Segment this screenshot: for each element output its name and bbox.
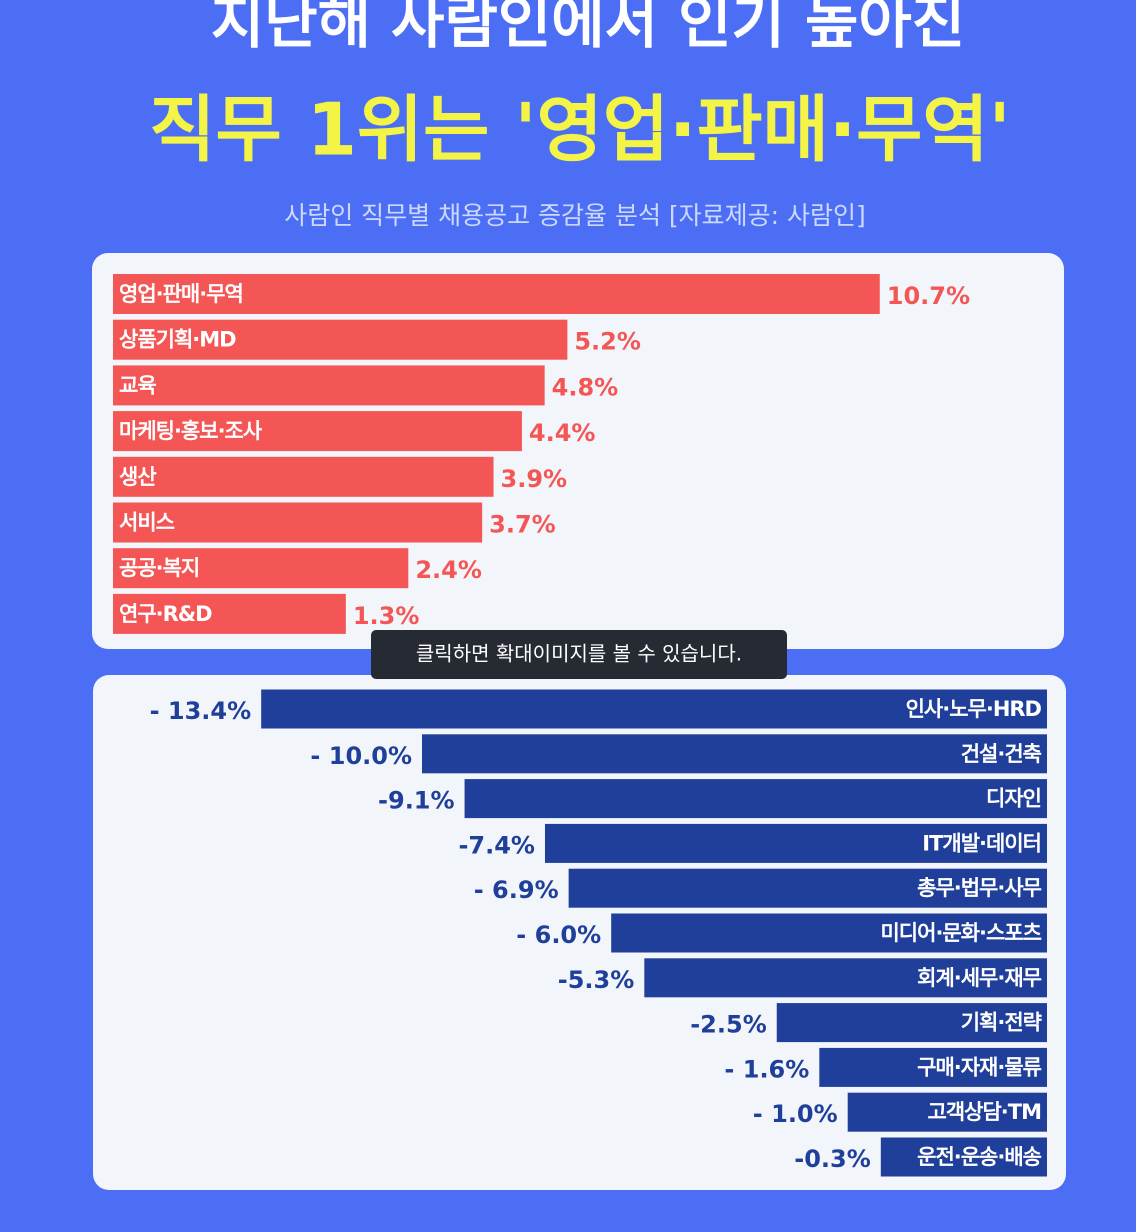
category-label: 생산 [119,465,156,489]
bar [422,734,1047,774]
bar [568,868,1047,908]
value-label: -9.1% [378,787,455,815]
bar [847,1092,1047,1132]
bar [644,958,1047,998]
value-label: - 6.0% [516,921,601,949]
value-label: 2.4% [415,556,482,584]
bar [113,365,545,406]
value-label: 3.9% [501,465,568,493]
subtitle: 사람인 직무별 채용공고 증감율 분석 [자료제공: 사람인] [284,201,866,230]
value-label: -5.3% [558,966,635,994]
category-label: 서비스 [119,511,175,535]
category-label: IT개발·데이터 [922,831,1041,855]
category-label: 구매·자재·물류 [917,1055,1042,1079]
value-label: - 13.4% [150,697,252,725]
bar [113,456,494,497]
value-label: 10.7% [887,282,970,310]
value-label: 1.3% [353,602,420,630]
value-label: 5.2% [574,328,641,356]
category-label: 건설·건축 [961,742,1042,766]
bar [113,411,522,452]
bar [113,274,880,314]
tooltip-box [371,630,787,679]
bar [611,913,1047,953]
value-label: -0.3% [794,1145,871,1173]
bar [819,1047,1047,1087]
category-label: 인사·노무·HRD [906,697,1042,721]
category-label: 총무·법무·사무 [917,876,1042,900]
category-label: 운전·운송·배송 [917,1145,1042,1169]
category-label: 디자인 [986,787,1041,811]
value-label: 3.7% [489,511,556,539]
bar [261,689,1047,729]
value-label: - 6.9% [474,876,559,904]
category-label: 연구·R&D [119,602,212,626]
title-line2: 직무 1위는 '영업·판매·무역' [149,88,1010,172]
category-label: 영업·판매·무역 [119,282,243,306]
bar [544,823,1047,863]
bar [113,548,409,589]
category-label: 교육 [119,373,156,397]
value-label: - 1.0% [753,1100,838,1128]
category-label: 마케팅·홍보·조사 [119,419,263,443]
category-label: 고객상담·TM [928,1100,1041,1124]
category-label: 공공·복지 [119,556,199,580]
bar [113,502,483,543]
category-label: 미디어·문화·스포츠 [880,921,1041,945]
bar [113,593,346,634]
value-label: - 1.6% [724,1055,809,1083]
bar [113,319,568,360]
value-label: -2.5% [690,1011,767,1039]
value-label: - 10.0% [310,742,412,770]
bar [880,1137,1047,1177]
category-label: 상품기획·MD [119,328,236,352]
bar [776,1003,1047,1043]
tooltip-text: 클릭하면 확대이미지를 볼 수 있습니다. [416,642,742,666]
value-label: 4.4% [529,419,596,447]
category-label: 기획·전략 [961,1011,1042,1035]
category-label: 회계·세무·재무 [917,966,1042,990]
value-label: -7.4% [458,831,535,859]
bar [464,779,1047,819]
title-line1: 지난해 사람인에서 인기 높아진 [211,0,965,56]
value-label: 4.8% [552,373,619,401]
